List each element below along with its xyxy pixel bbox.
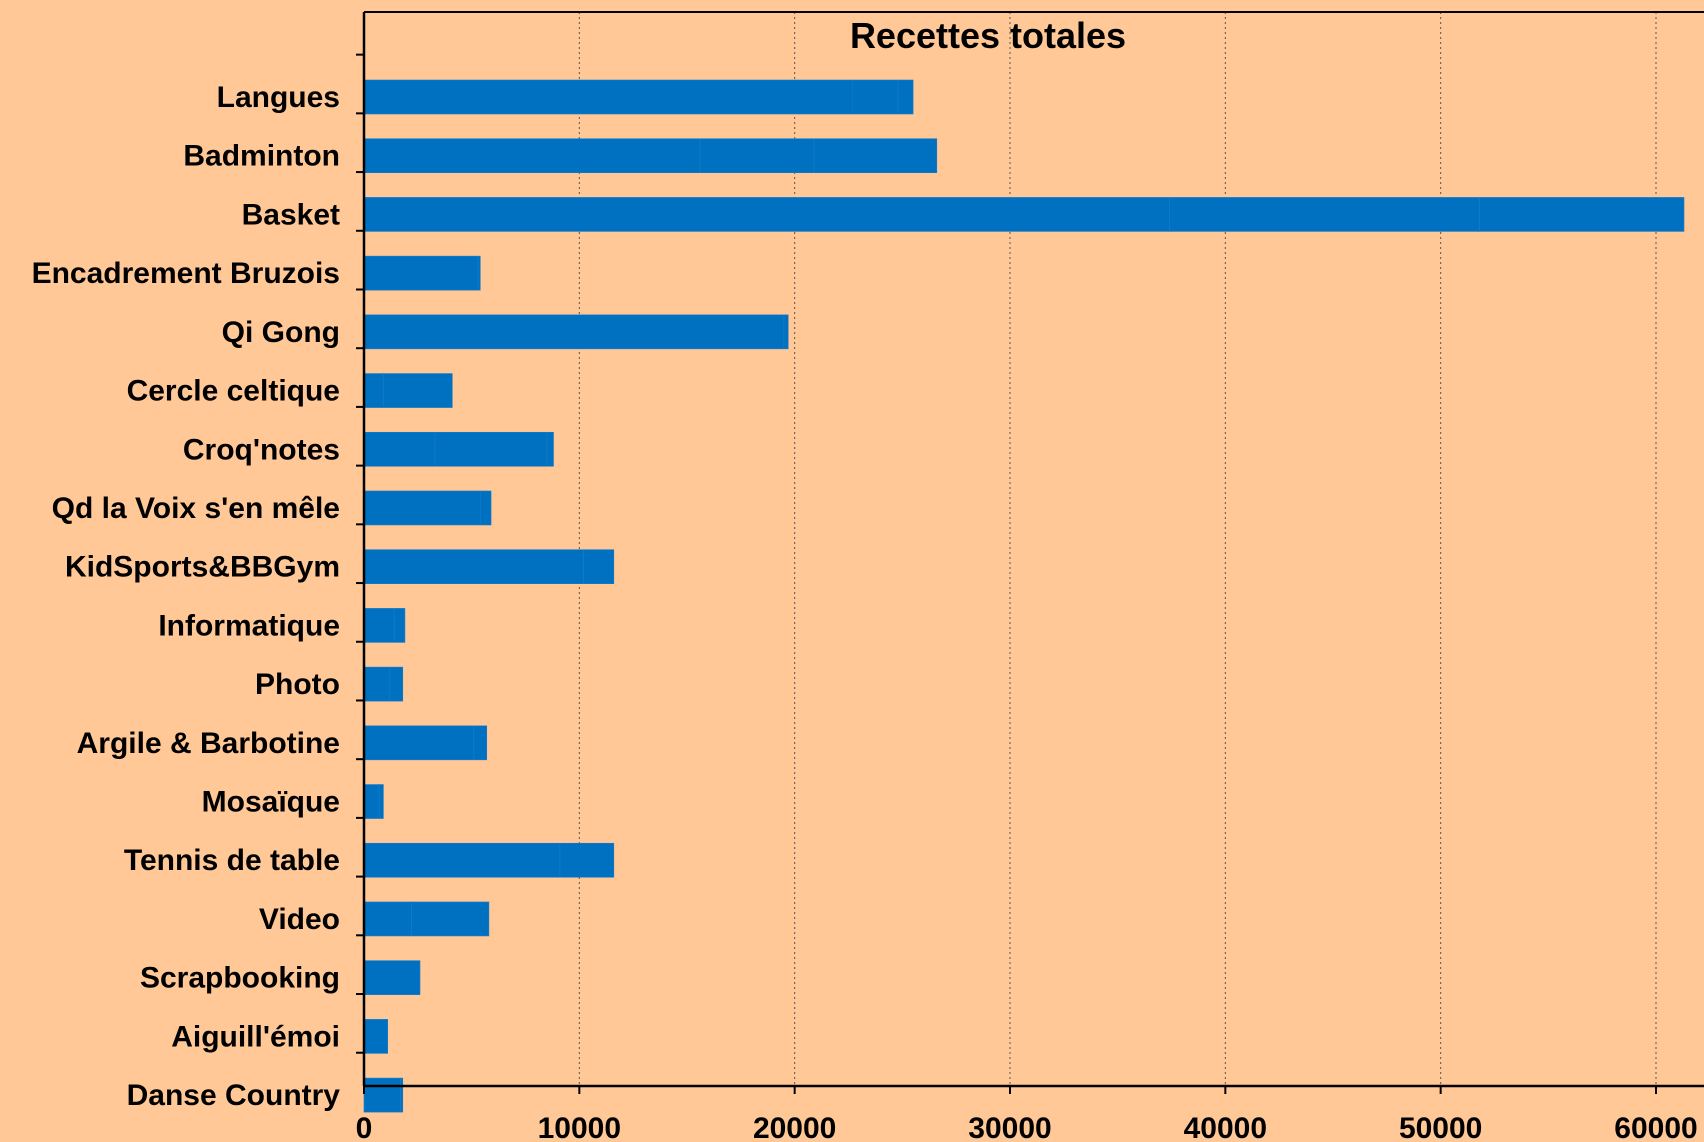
category-label: Mosaïque [202,786,340,819]
category-label: Encadrement Bruzois [32,257,340,290]
bar-segment [363,1077,401,1113]
bar-segment [363,255,479,291]
bar-segment [434,431,548,467]
bar-segment [411,901,490,937]
bar-segment [363,138,701,174]
bar-segment [1479,197,1685,232]
bar-segment [813,138,938,174]
bar-segment [783,314,789,350]
category-label: Scrapbooking [140,962,340,995]
grid-lines [578,12,1657,1086]
chart-title: Recettes totales [850,15,1126,56]
bar-segment [1169,197,1480,232]
x-tick-label: 60000 [1614,1112,1697,1142]
bar-segment [378,784,384,819]
category-label: Qd la Voix s'en mêle [52,492,340,525]
bar-segment [363,373,384,408]
category-label: Badminton [183,140,340,173]
bar-segment [559,842,615,878]
bar-segment [583,549,615,584]
category-label: Danse Country [127,1079,341,1112]
category-label: Photo [255,668,340,701]
bar-segment [363,1019,388,1054]
bar-segment [363,490,481,526]
bar-segment [363,549,584,584]
bar-segment [363,197,1170,232]
x-tick-label: 50000 [1399,1112,1482,1142]
bar-segment [363,608,395,643]
category-label: Aiguill'émoi [171,1020,340,1053]
category-label: Informatique [158,609,340,642]
bar-segment [852,79,899,115]
bar-segment [546,431,554,467]
axes [356,11,1704,1094]
category-label: Qi Gong [222,316,340,349]
category-label: Video [259,903,340,936]
category-label: Basket [242,198,340,231]
bar-segment [363,725,475,761]
bar-segment [389,666,404,702]
bar-segment [897,79,914,115]
bar-segment [363,79,854,115]
bar-segment [473,725,488,761]
category-label: Cercle celtique [127,375,340,408]
bar-segment [699,138,815,174]
bar-segment [363,901,412,937]
bar-segment [363,784,380,819]
bar-segment [477,255,481,291]
category-label: KidSports&BBGym [65,551,340,584]
category-label: Croq'notes [183,433,340,466]
category-labels: Langues Badminton Basket Encadrement Bruzoi… [32,81,341,1112]
category-label: Langues [217,81,340,114]
bar-segment [363,431,436,467]
bar-segment [393,608,406,643]
x-tick-label: 40000 [1184,1112,1267,1142]
bar-segment [383,373,453,408]
x-tick-label: 20000 [753,1112,836,1142]
x-tick-label: 10000 [538,1112,621,1142]
bar-segment [363,960,421,995]
category-label: Argile & Barbotine [77,727,340,760]
x-tick-labels: 0 10000 20000 30000 40000 50000 60000 [356,1112,1698,1142]
bars [363,79,1685,1113]
category-label: Tennis de table [124,844,340,877]
bar-segment [479,490,492,526]
x-tick-label: 0 [356,1112,373,1142]
bar-segment [363,842,561,878]
bar-segment [363,314,785,350]
x-tick-label: 30000 [968,1112,1051,1142]
bar-segment [363,666,391,702]
bar-segment [400,1077,404,1113]
